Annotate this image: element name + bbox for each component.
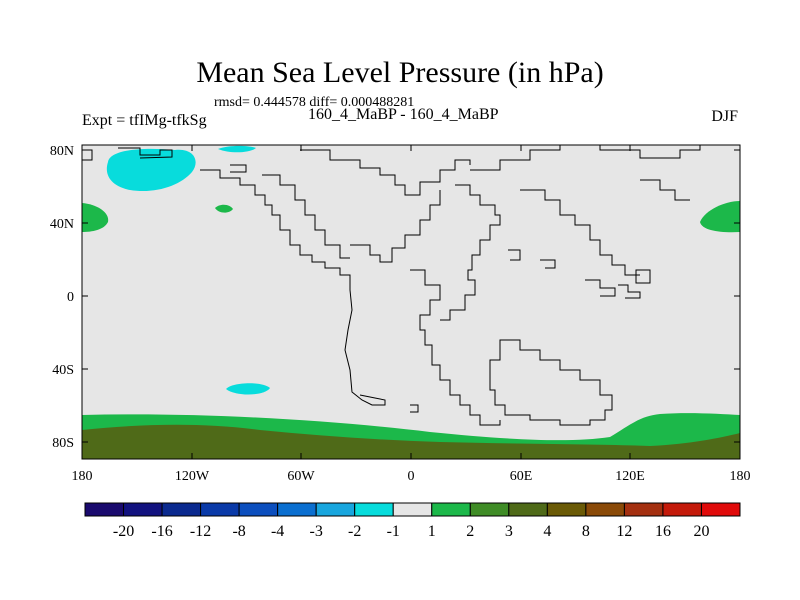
colorbar-swatch — [623, 502, 664, 517]
colorbar-label: 12 — [616, 523, 632, 540]
colorbar-swatch — [662, 502, 702, 517]
colorbar-swatch — [469, 502, 510, 517]
y-tick-label: 0 — [67, 290, 74, 305]
colorbar-swatch — [392, 502, 433, 517]
x-tick-label: 120E — [615, 469, 645, 484]
southern-pacific-negative-patch — [226, 383, 270, 395]
colorbar-label: 3 — [505, 523, 513, 540]
colorbar-label: -3 — [310, 523, 323, 540]
colorbar-label: -8 — [232, 523, 245, 540]
colorbar-label: -20 — [113, 523, 134, 540]
colorbar-label: 20 — [693, 523, 709, 540]
colorbar-label: 1 — [428, 523, 436, 540]
colorbar-label: -4 — [271, 523, 284, 540]
x-tick-label: 120W — [175, 469, 210, 484]
colorbar-swatch — [508, 502, 548, 517]
experiment-label: Expt = tfIMg-tfkSg — [82, 112, 207, 129]
colorbar-label: -1 — [387, 523, 400, 540]
west-positive-patch — [82, 203, 109, 232]
y-tick-label: 80N — [50, 144, 74, 159]
colorbar-swatch — [200, 502, 240, 517]
y-tick-label: 80S — [52, 436, 74, 451]
x-tick-label: 0 — [408, 469, 415, 484]
southern-strong-band — [82, 424, 740, 459]
x-tick-label: 60E — [510, 469, 533, 484]
coastlines — [82, 145, 740, 426]
colorbar-labels: -20 -16 -12 -8 -4 -3 -2 -1 1 2 3 4 8 12 16 20 — [113, 523, 710, 540]
colorbar-swatch — [354, 502, 394, 517]
colorbar-label: 2 — [466, 523, 474, 540]
colorbar-swatch — [546, 502, 587, 517]
east-positive-patch — [700, 201, 740, 233]
colorbar-label: 8 — [582, 523, 590, 540]
small-positive-patch — [215, 204, 233, 213]
x-tick-label: 60W — [287, 469, 315, 484]
colorbar-swatch — [161, 502, 202, 517]
colorbar-swatch — [585, 502, 625, 517]
colorbar-swatch — [123, 502, 163, 517]
periods-label: 160_4_MaBP - 160_4_MaBP — [308, 106, 499, 123]
arctic-negative-patch — [218, 145, 256, 153]
colorbar-swatch — [315, 502, 356, 517]
colorbar-label: -12 — [190, 523, 211, 540]
tick-marks — [81, 145, 741, 459]
colorbar-swatch — [277, 502, 317, 517]
colorbar-swatch — [84, 502, 125, 517]
colorbar-swatch — [238, 502, 279, 517]
colorbar-label: 16 — [655, 523, 671, 540]
stats-text: rmsd= 0.444578 diff= 0.000488281 — [214, 95, 415, 110]
y-tick-label: 40S — [52, 363, 74, 378]
north-pacific-negative-patch — [106, 148, 196, 192]
colorbar-label: -2 — [348, 523, 361, 540]
season-label: DJF — [711, 108, 738, 125]
colorbar — [84, 502, 741, 517]
y-tick-label: 40N — [50, 217, 74, 232]
colorbar-label: 4 — [543, 523, 551, 540]
colorbar-swatch — [700, 502, 741, 517]
x-tick-label: 180 — [730, 469, 751, 484]
x-tick-label: 180 — [72, 469, 93, 484]
colorbar-swatch — [431, 502, 471, 517]
map-background — [82, 145, 740, 459]
page-title: Mean Sea Level Pressure (in hPa) — [196, 56, 604, 89]
colorbar-label: -16 — [151, 523, 172, 540]
